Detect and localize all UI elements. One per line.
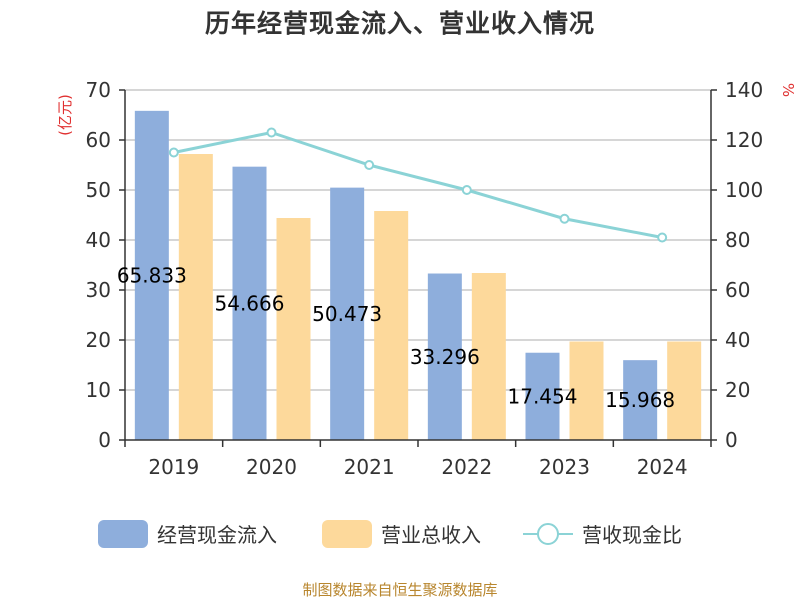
bar-cash-inflow — [232, 166, 267, 441]
bar-data-label: 33.296 — [410, 345, 480, 369]
line-layer — [168, 127, 668, 243]
x-axis-tick-label: 2019 — [148, 455, 199, 479]
axis-layer: 0 10 20 30 40 50 60 70 0 20 40 60 80 100 120 140 (亿元)% 20… — [56, 78, 797, 479]
bar-cash-inflow — [427, 273, 462, 440]
legend-swatch — [98, 520, 148, 548]
right-axis-tick-label: 80 — [725, 228, 750, 252]
ratio-point — [266, 127, 277, 138]
ratio-line — [173, 130, 663, 239]
x-axis-tick-label: 2020 — [246, 455, 297, 479]
left-axis-tick-label: 50 — [86, 178, 111, 202]
left-axis-unit: (亿元) — [56, 94, 74, 136]
x-axis-tick-label: 2023 — [539, 455, 590, 479]
legend-swatch — [322, 520, 372, 548]
bar-cash-inflow — [134, 110, 169, 441]
grid-layer — [125, 89, 711, 391]
bar-revenue — [569, 341, 604, 440]
bar-revenue — [374, 211, 409, 440]
right-axis-tick-label: 140 — [725, 78, 763, 102]
chart-title: 历年经营现金流入、营业收入情况 — [204, 9, 595, 38]
bar-data-label: 15.968 — [605, 388, 675, 412]
right-axis-tick-label: 20 — [725, 378, 750, 402]
ratio-point — [364, 160, 375, 170]
right-axis-tick-label: 40 — [725, 328, 750, 352]
ratio-point — [461, 185, 472, 195]
source-footer: 制图数据来自恒生聚源数据库 — [302, 581, 498, 599]
legend-label: 营收现金比 — [582, 523, 682, 547]
bar-revenue — [667, 341, 702, 440]
left-axis-tick-label: 0 — [98, 428, 111, 452]
bar-layer — [134, 110, 702, 441]
right-axis-tick-label: 120 — [725, 128, 763, 152]
left-axis-tick-label: 20 — [86, 328, 111, 352]
legend-label: 经营现金流入 — [157, 523, 277, 547]
right-axis-tick-label: 100 — [725, 178, 763, 202]
left-axis-tick-label: 40 — [86, 228, 111, 252]
x-axis-tick-label: 2021 — [344, 455, 395, 479]
bar-cash-inflow — [525, 352, 560, 440]
x-axis-tick-label: 2024 — [637, 455, 688, 479]
left-axis-tick-label: 70 — [86, 78, 111, 102]
legend-marker — [537, 523, 559, 545]
bar-data-label: 54.666 — [215, 291, 285, 315]
ratio-point — [168, 147, 179, 158]
bar-revenue — [178, 154, 213, 440]
bar-revenue — [471, 273, 506, 440]
bar-data-label: 17.454 — [508, 384, 578, 408]
legend-label: 营业总收入 — [381, 523, 481, 547]
label-layer: 65.833 54.666 50.473 33.296 17.454 15.968 — [117, 263, 675, 412]
bar-cash-inflow — [623, 360, 658, 440]
bar-revenue — [276, 218, 311, 440]
right-axis-tick-label: 0 — [725, 428, 738, 452]
bar-cash-inflow — [330, 187, 365, 440]
ratio-point — [657, 232, 668, 243]
legend-layer: 经营现金流入 营业总收入 营收现金比 — [98, 520, 682, 548]
x-axis-tick-label: 2022 — [441, 455, 492, 479]
right-axis-tick-label: 60 — [725, 278, 750, 302]
left-axis-tick-label: 60 — [86, 128, 111, 152]
left-axis-tick-label: 30 — [86, 278, 111, 302]
bar-data-label: 65.833 — [117, 263, 187, 287]
ratio-point — [559, 213, 570, 224]
left-axis-tick-label: 10 — [86, 378, 111, 402]
bar-data-label: 50.473 — [312, 302, 382, 326]
right-axis-unit: % — [779, 83, 797, 97]
